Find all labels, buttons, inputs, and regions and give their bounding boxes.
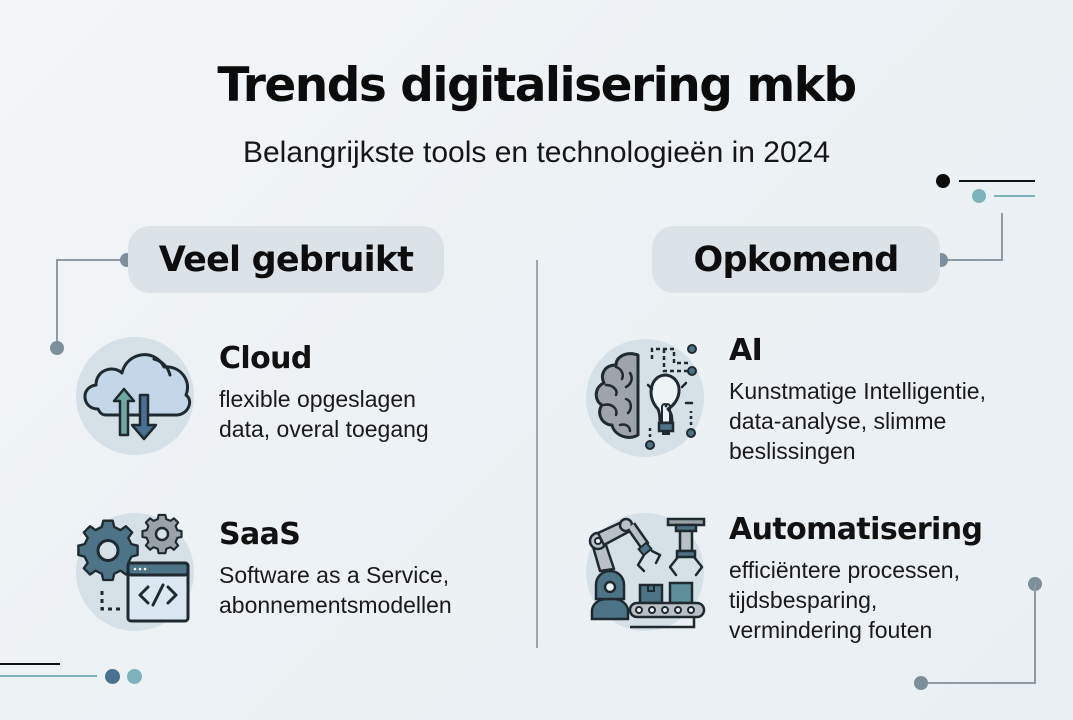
category-pill-veel-gebruikt: Veel gebruikt: [128, 226, 444, 293]
brain-lightbulb-icon: [594, 344, 697, 450]
column-divider: [536, 260, 538, 648]
cloud-upload-download-icon: [83, 353, 192, 441]
item-description-automatisering: efficiëntere processen, tijdsbesparing, …: [729, 557, 960, 643]
item-title-saas: SaaS: [219, 517, 301, 552]
decor-line-black: [959, 180, 1035, 182]
page-title: Trends digitalisering mkb: [217, 58, 857, 113]
decor-line-teal: [0, 675, 97, 677]
item-description-saas: Software as a Service, abonnementsmodell…: [219, 562, 452, 618]
decor-line-teal: [994, 195, 1035, 197]
connector-dot: [50, 341, 64, 355]
decor-dot-black: [936, 174, 950, 188]
decor-line-black: [0, 663, 60, 665]
decor-dot-teal: [972, 189, 986, 203]
decor-dot-steel-blue: [105, 669, 120, 684]
item-title-automatisering: Automatisering: [729, 512, 983, 547]
category-label: Veel gebruikt: [158, 239, 414, 280]
connector-dot: [914, 676, 928, 690]
connector-left-horizontal: [57, 259, 127, 261]
connector-left-vertical: [56, 259, 58, 348]
robot-arm-conveyor-icon: [588, 517, 706, 629]
connector-bottom-right-horizontal: [921, 682, 1036, 684]
item-title-ai: AI: [729, 333, 763, 368]
decor-dot-teal: [127, 669, 142, 684]
category-label: Opkomend: [693, 239, 900, 280]
connector-bottom-right-vertical: [1034, 584, 1036, 683]
item-description-cloud: flexible opgeslagen data, overal toegang: [219, 386, 429, 442]
connector-right-horizontal: [941, 259, 1003, 261]
category-pill-opkomend: Opkomend: [652, 226, 940, 293]
gears-code-window-icon: [77, 513, 190, 623]
item-title-cloud: Cloud: [219, 341, 312, 376]
item-description-ai: Kunstmatige Intelligentie, data-analyse,…: [729, 378, 986, 464]
connector-right-vertical: [1001, 213, 1003, 261]
page-subtitle: Belangrijkste tools en technologieën in …: [242, 136, 831, 169]
